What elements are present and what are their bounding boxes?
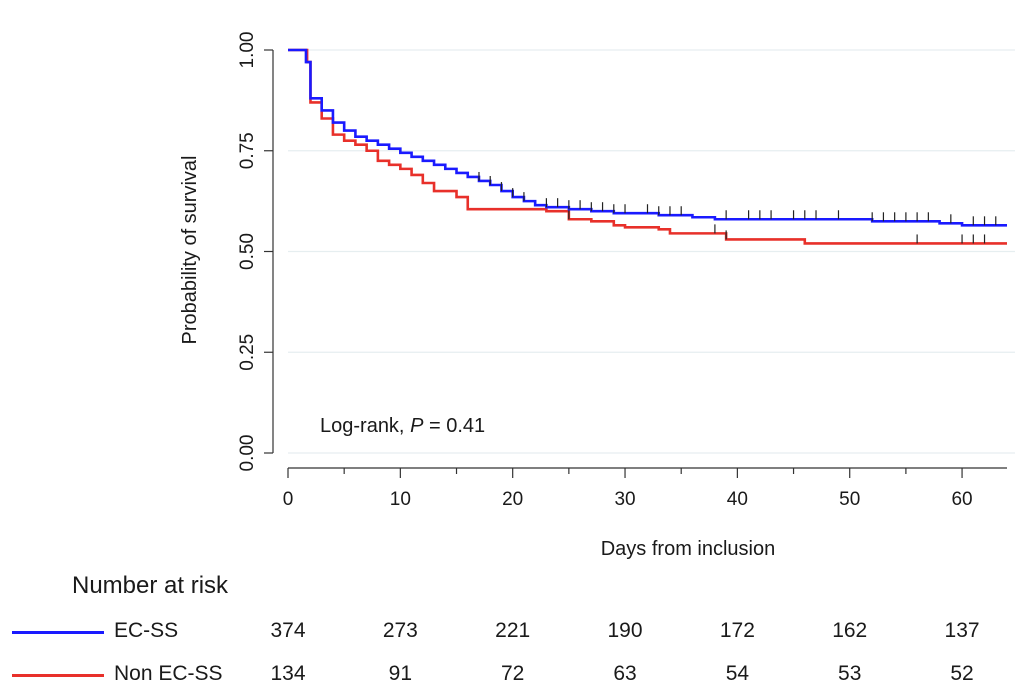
- risk-count: 72: [501, 662, 525, 685]
- risk-count: 221: [495, 619, 531, 642]
- risk-count: 374: [270, 619, 306, 642]
- x-axis-title: Days from inclusion: [601, 538, 776, 560]
- risk-table-title: Number at risk: [72, 572, 229, 599]
- x-tick-label: 40: [727, 489, 748, 510]
- survival-curve-ec-ss: [288, 48, 1007, 227]
- x-tick-label: 30: [614, 489, 635, 510]
- risk-count: 63: [613, 662, 637, 685]
- risk-count: 54: [725, 662, 750, 685]
- y-axis-title: Probability of survival: [179, 156, 201, 345]
- risk-row-label: Non EC-SS: [114, 662, 223, 685]
- risk-count: 162: [832, 619, 868, 642]
- axes: 0.00 0.25 0.50 0.75 1.00 0 10 20 30 40 50 60: [237, 32, 1007, 510]
- risk-row: Non EC-SS 134 91 72 63 54 53 52: [0, 660, 1015, 690]
- risk-count: 273: [382, 619, 418, 642]
- survival-curve-non-ec-ss: [288, 48, 1007, 245]
- risk-count: 134: [270, 662, 306, 685]
- y-tick-label: 0.75: [237, 132, 258, 169]
- x-tick-label: 10: [390, 489, 411, 510]
- x-tick-label: 60: [951, 489, 972, 510]
- risk-count: 137: [944, 619, 980, 642]
- survival-chart: 0.00 0.25 0.50 0.75 1.00 0 10 20 30 40 50 60 Log-ra…: [179, 32, 1015, 560]
- risk-count: 52: [950, 662, 974, 685]
- annotation-p-symbol: P: [410, 415, 424, 437]
- y-tick-label: 0.00: [237, 435, 258, 472]
- x-tick-label: 50: [839, 489, 860, 510]
- risk-count: 190: [607, 619, 643, 642]
- risk-legend-line: [12, 631, 104, 634]
- survival-curves: [288, 48, 1007, 245]
- risk-row-label: EC-SS: [114, 619, 179, 642]
- x-tick-label: 0: [283, 489, 294, 510]
- annotation-prefix: Log-rank,: [320, 415, 410, 437]
- risk-count: 53: [838, 662, 862, 685]
- y-tick-label: 1.00: [237, 32, 258, 69]
- risk-count: 172: [719, 619, 755, 642]
- risk-row: EC-SS 374 273 221 190 172 162 137: [0, 617, 1015, 647]
- annotation-suffix: = 0.41: [423, 415, 485, 437]
- log-rank-annotation: Log-rank, P = 0.41: [320, 415, 485, 437]
- y-tick-label: 0.50: [237, 233, 258, 270]
- risk-legend-line: [12, 674, 104, 677]
- grid-lines: [288, 49, 1015, 454]
- y-tick-label: 0.25: [237, 334, 258, 371]
- x-tick-label: 20: [502, 489, 523, 510]
- risk-count: 91: [388, 662, 413, 685]
